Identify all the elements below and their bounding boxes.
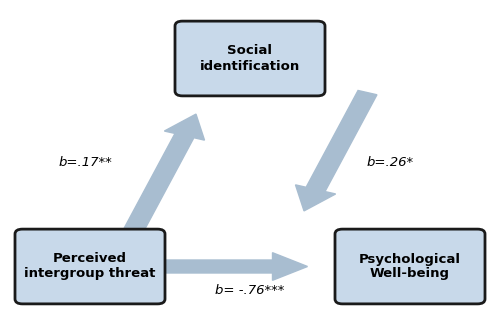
FancyArrow shape xyxy=(123,114,204,235)
Text: b=.17**: b=.17** xyxy=(58,156,112,169)
FancyBboxPatch shape xyxy=(15,229,165,304)
FancyBboxPatch shape xyxy=(335,229,485,304)
Text: Psychological
Well-being: Psychological Well-being xyxy=(359,253,461,280)
FancyBboxPatch shape xyxy=(175,21,325,96)
Text: b=.26*: b=.26* xyxy=(366,156,414,169)
FancyArrow shape xyxy=(296,90,377,211)
Text: b= -.76***: b= -.76*** xyxy=(216,284,284,297)
Text: Perceived
intergroup threat: Perceived intergroup threat xyxy=(24,253,156,280)
Text: Social
identification: Social identification xyxy=(200,45,300,72)
FancyArrow shape xyxy=(158,253,308,280)
